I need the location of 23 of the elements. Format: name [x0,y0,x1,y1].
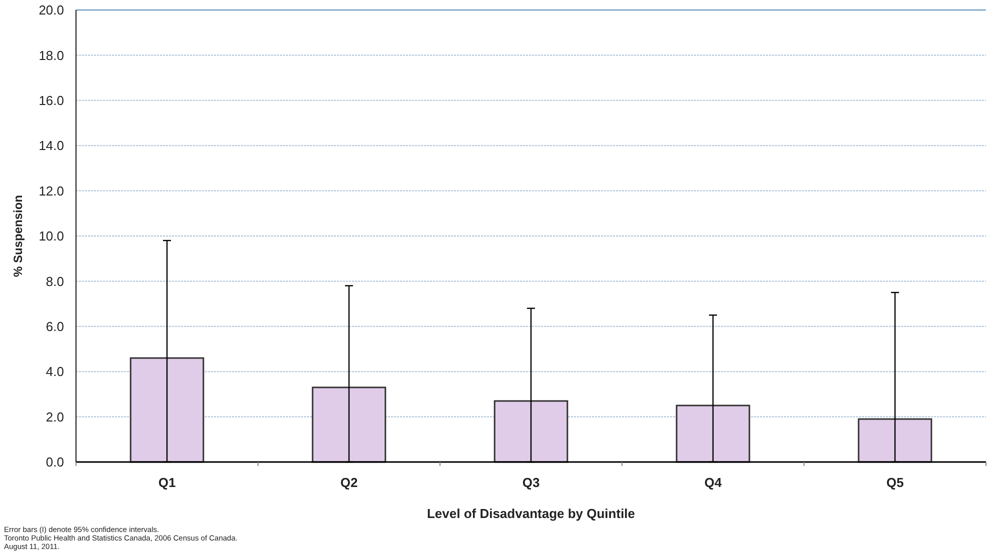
y-tick-label: 8.0 [46,274,64,289]
bar [858,418,932,463]
y-tick-label: 14.0 [38,138,64,154]
y-tick-label: 20.0 [38,2,64,18]
y-tick-label: 2.0 [46,409,64,424]
y-tick-label: 0.0 [46,454,64,470]
y-tick-label: 4.0 [46,364,64,380]
y-axis-title: % Suspension [11,194,25,278]
x-tick-label: Q3 [522,475,540,490]
x-axis-title: Level of Disadvantage by Quintile [426,506,636,521]
x-tick-label: Q1 [158,475,176,490]
y-tick-label: 10.0 [38,228,64,244]
bar [676,404,750,463]
y-tick-label: 6.0 [46,318,64,334]
bar [494,400,568,463]
y-tick-label: 12.0 [38,183,64,198]
y-tick-label: 18.0 [38,48,64,63]
x-tick-label: Q5 [886,475,904,490]
x-tick-label: Q2 [340,475,358,490]
bar [312,386,386,463]
bar [130,357,204,463]
y-tick-label: 16.0 [38,92,64,108]
x-tick-label: Q4 [704,475,722,490]
